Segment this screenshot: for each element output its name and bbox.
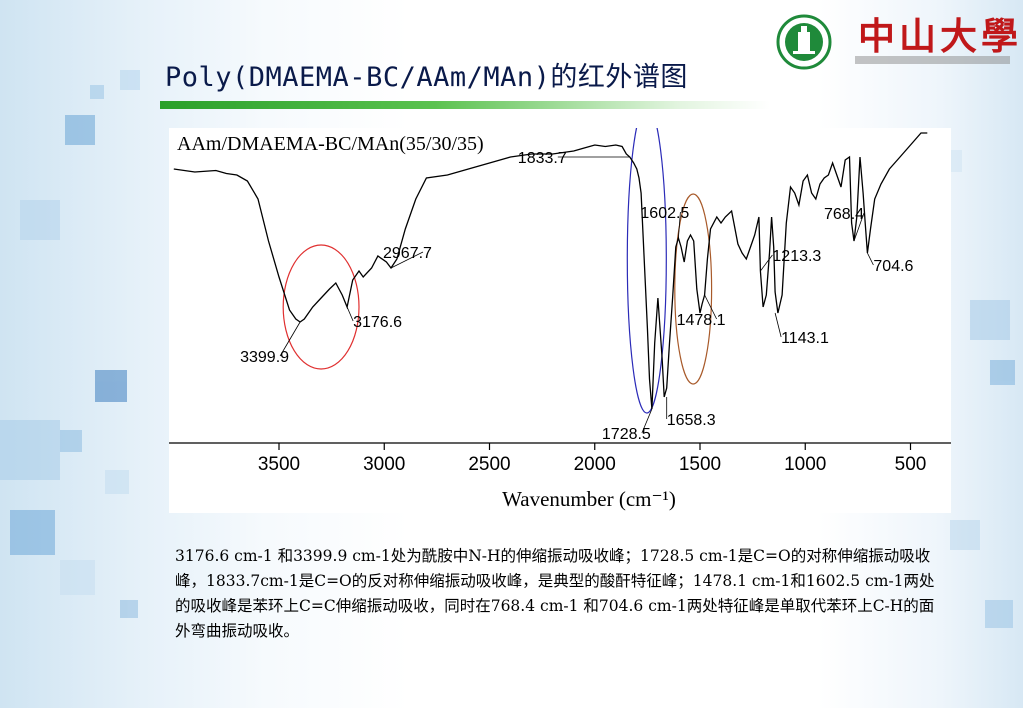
peak-label: 704.6 [873, 258, 913, 275]
peak-label: 1478.1 [677, 312, 726, 329]
annotation-leader-line [774, 312, 782, 338]
x-tick-label: 1500 [679, 454, 721, 475]
spectrum-line [173, 132, 928, 410]
x-axis-label: Wavenumber (cm⁻¹) [502, 487, 676, 511]
x-axis-ticks: 3500 3000 2500 2000 1500 1000 500 [258, 443, 926, 475]
caption-text: 3176.6 cm-1 和3399.9 cm-1处为酰胺中N-H的伸缩振动吸收峰… [175, 547, 935, 640]
annotation-leader-line [853, 212, 865, 242]
highlight-ellipse [282, 244, 360, 370]
annotation-leader-line [867, 252, 874, 266]
annotation-leader-line [678, 211, 681, 239]
peak-label: 1143.1 [781, 330, 829, 347]
annotation-leader-line [760, 254, 773, 272]
university-name: 中山大學 [858, 14, 1022, 58]
peak-label: 3176.6 [353, 314, 402, 331]
annotation-leader-line [390, 251, 424, 269]
university-english-name-graphic [855, 56, 1010, 64]
x-tick-label: 1000 [784, 454, 826, 475]
peak-label: 3399.9 [240, 349, 289, 366]
annotation-leader-line [704, 294, 717, 320]
ir-spectrum-chart: AAm/DMAEMA-BC/MAn(35/30/35) 3500 3000 2500… [169, 128, 951, 513]
x-tick-label: 2000 [574, 454, 616, 475]
peak-label: 1602.5 [640, 205, 689, 222]
university-logo [772, 8, 1017, 78]
annotation-leader-line [641, 408, 653, 434]
chart-svg: AAm/DMAEMA-BC/MAn(35/30/35) 3500 3000 2500… [169, 128, 951, 511]
university-emblem-icon [776, 14, 832, 70]
x-tick-label: 500 [895, 454, 927, 475]
annotation-leader-line [279, 321, 301, 357]
background-decoration-left [0, 0, 160, 708]
peak-label: 1728.5 [602, 426, 651, 443]
x-tick-label: 3000 [363, 454, 405, 475]
peak-annotations: 3399.9 3176.6 2967.7 1833.7 1728.5 1658.3 1602… [240, 150, 913, 443]
highlight-ellipse [626, 128, 667, 414]
title-underline-bar [160, 101, 770, 109]
chart-title: AAm/DMAEMA-BC/MAn(35/30/35) [177, 133, 484, 155]
peak-label: 768.4 [824, 206, 864, 223]
annotation-leader-line [346, 306, 354, 322]
peak-label: 1658.3 [667, 412, 716, 429]
peak-label: 1833.7 [518, 150, 567, 167]
highlight-ellipse [674, 193, 713, 385]
x-tick-label: 2500 [468, 454, 510, 475]
peak-label: 1213.3 [772, 248, 821, 265]
x-tick-label: 3500 [258, 454, 300, 475]
peak-label: 2967.7 [383, 245, 432, 262]
highlight-ellipses [282, 128, 713, 414]
page-title: Poly(DMAEMA-BC/AAm/MAn)的红外谱图 [165, 62, 688, 93]
